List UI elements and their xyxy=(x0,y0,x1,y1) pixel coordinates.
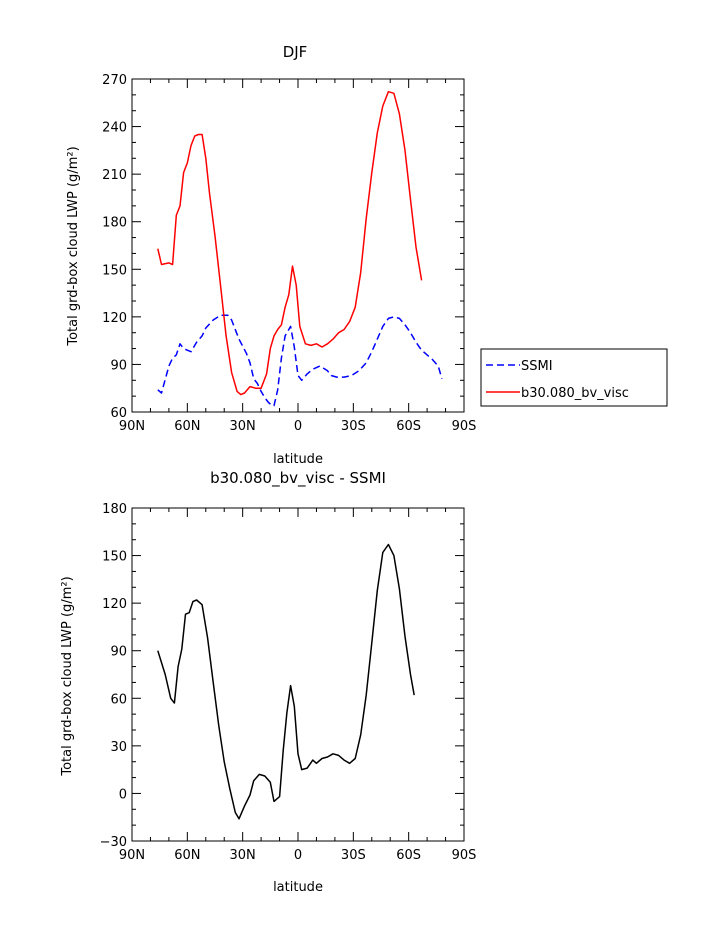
top-y-tick-label: 240 xyxy=(102,121,127,136)
top-x-tick-label: 0 xyxy=(294,419,302,434)
top-x-tick-label: 60S xyxy=(396,419,421,434)
bottom-x-tick-label: 60S xyxy=(396,848,421,863)
top-series xyxy=(157,90,443,407)
bottom-y-axis-label: Total grd-box cloud LWP (g/m²) xyxy=(60,576,75,776)
legend-box xyxy=(480,348,668,407)
legend-label-b30: b30.080_bv_visc xyxy=(521,386,629,401)
bottom-x-tick-label: 30S xyxy=(341,848,366,863)
bottom-chart-title: b30.080_bv_visc - SSMI xyxy=(210,469,386,488)
bottom-y-tick-label: 90 xyxy=(110,645,127,660)
bottom-x-tick-label: 0 xyxy=(294,848,302,863)
legend-label-ssmi: SSMI xyxy=(521,359,553,374)
top-ticks: 90N 60N 30N 0 30S 60S 90S 60 90 120 150 180 210 240 27… xyxy=(102,73,476,434)
bottom-y-tick-label: 180 xyxy=(102,502,127,517)
top-y-tick-label: 180 xyxy=(102,216,127,231)
top-plot-frame xyxy=(131,78,465,413)
bottom-series xyxy=(157,543,415,820)
bottom-y-tick-label: 30 xyxy=(110,740,127,755)
top-x-axis-label: latitude xyxy=(273,452,323,467)
top-y-tick-label: 60 xyxy=(110,406,127,421)
bottom-x-tick-label: 90S xyxy=(452,848,477,863)
top-chart-title: DJF xyxy=(283,43,308,61)
top-series-line-0 xyxy=(157,314,443,407)
top-x-tick-label: 90N xyxy=(119,419,145,434)
top-y-tick-label: 150 xyxy=(102,263,127,278)
bottom-ticks: 90N 60N 30N 0 30S 60S 90S −30 0 30 60 90 120 150 180 xyxy=(100,502,477,863)
top-y-axis-label: Total grd-box cloud LWP (g/m²) xyxy=(66,146,81,346)
bottom-y-tick-label: −30 xyxy=(100,835,127,850)
bottom-series-line-0 xyxy=(157,543,415,820)
bottom-plot-frame xyxy=(131,507,465,842)
top-y-tick-label: 120 xyxy=(102,311,127,326)
bottom-x-tick-label: 90N xyxy=(119,848,145,863)
bottom-x-axis-label: latitude xyxy=(273,880,323,895)
bottom-y-tick-label: 60 xyxy=(110,692,127,707)
panel-bottom: b30.080_bv_visc - SSMI 90N 60N 30N 0 30S 60S 9… xyxy=(60,469,476,895)
legend: SSMI b30.080_bv_visc xyxy=(480,348,668,407)
top-x-tick-label: 30S xyxy=(341,419,366,434)
panel-top: DJF 90N 60N 30N 0 30S 60S 90S 60 90 120 150 180 210 2… xyxy=(66,43,668,467)
top-x-tick-label: 90S xyxy=(452,419,477,434)
bottom-y-tick-label: 150 xyxy=(102,550,127,565)
top-x-tick-label: 30N xyxy=(230,419,256,434)
top-y-tick-label: 90 xyxy=(110,358,127,373)
top-y-tick-label: 270 xyxy=(102,73,127,88)
bottom-x-tick-label: 30N xyxy=(230,848,256,863)
bottom-y-tick-label: 0 xyxy=(119,787,127,802)
top-y-tick-label: 210 xyxy=(102,168,127,183)
top-series-line-1 xyxy=(157,90,423,396)
top-x-tick-label: 60N xyxy=(174,419,200,434)
bottom-y-tick-label: 120 xyxy=(102,597,127,612)
bottom-x-tick-label: 60N xyxy=(174,848,200,863)
